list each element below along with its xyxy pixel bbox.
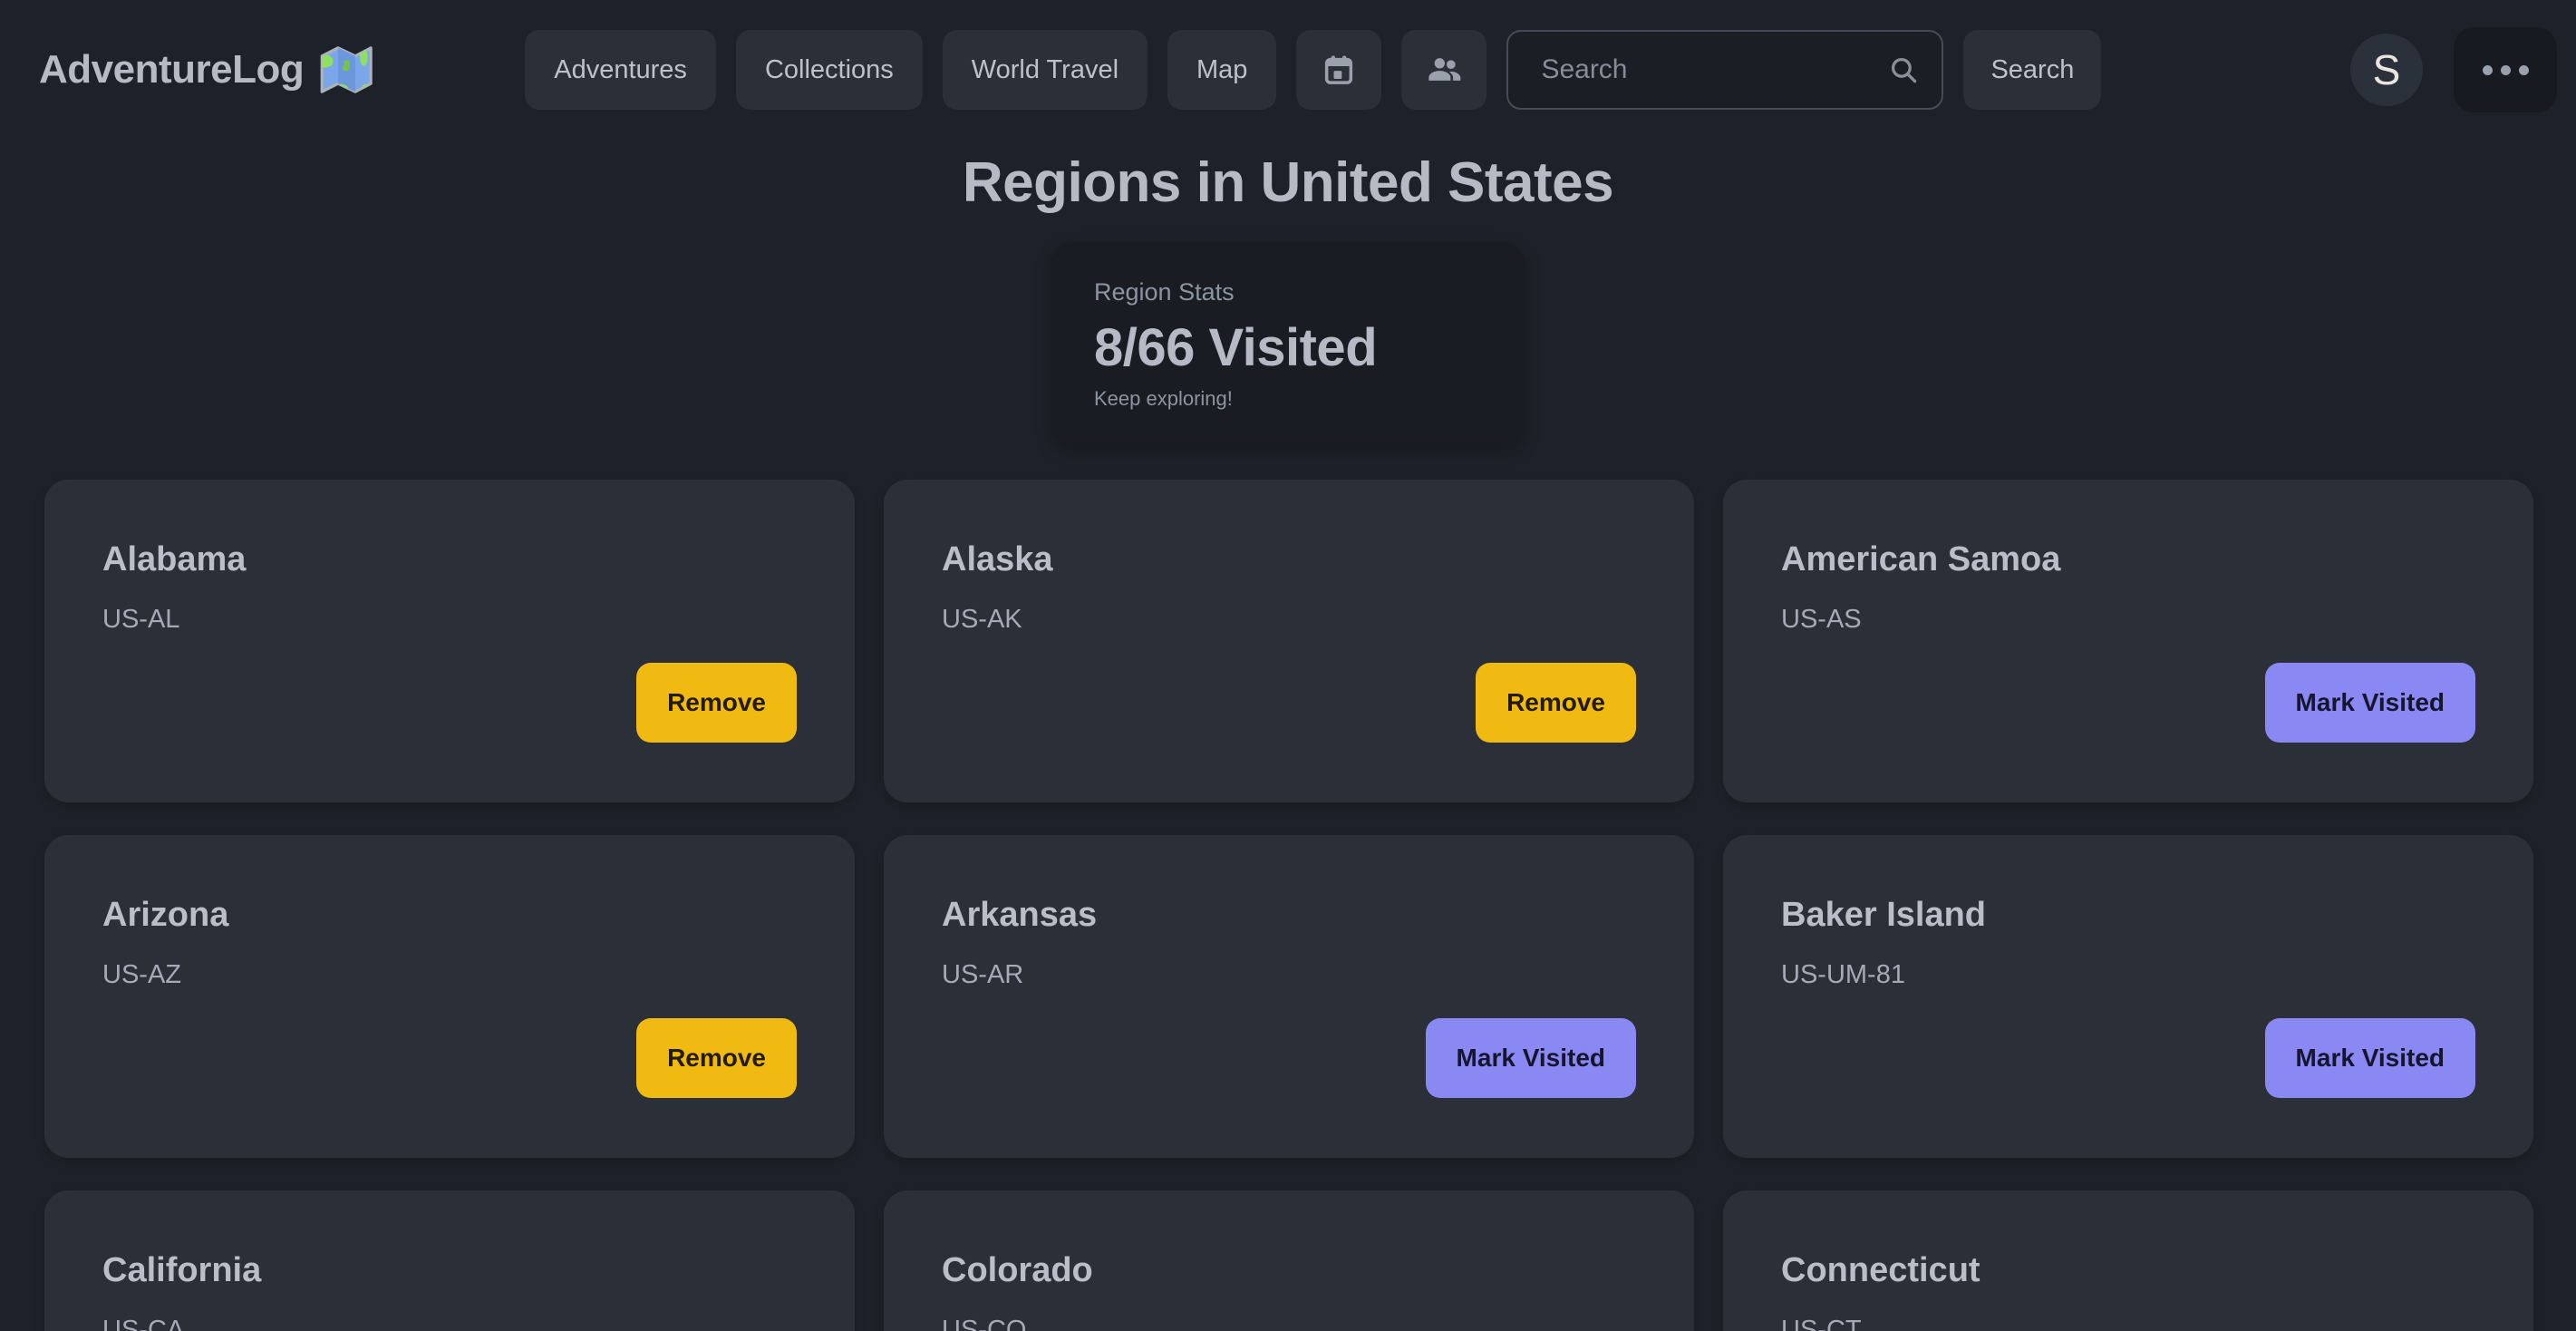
region-code: US-CA [102,1316,185,1331]
region-stats-card: Region Stats 8/66 Visited Keep exploring… [1051,242,1525,447]
region-name: Connecticut [1781,1251,1980,1289]
users-button[interactable] [1401,30,1487,110]
top-nav: AdventureLog Adventures Collections Worl… [0,0,2576,140]
region-code: US-AZ [102,960,181,990]
avatar[interactable]: S [2350,34,2423,106]
region-name: Arkansas [942,896,1098,934]
users-icon [1428,58,1461,81]
search-input[interactable] [1506,30,1944,110]
stats-heading: Region Stats [1094,278,1235,306]
stats-subtext: Keep exploring! [1094,387,1233,410]
region-card: Alaska US-AK Remove [884,480,1694,802]
remove-button[interactable]: Remove [636,1018,797,1098]
regions-grid: Alabama US-AL Remove Alaska US-AK Remove… [44,480,2533,1331]
region-card: Arkansas US-AR Mark Visited [884,835,1694,1158]
brand[interactable]: AdventureLog [39,44,374,96]
region-name: Colorado [942,1251,1093,1289]
calendar-button[interactable] [1296,30,1382,110]
region-code: US-AS [1781,605,1862,635]
search-button[interactable]: Search [1963,30,2102,110]
mark-visited-button[interactable]: Mark Visited [2264,1018,2475,1098]
main-nav: Adventures Collections World Travel Map [525,30,1487,110]
region-code: US-AR [942,960,1024,990]
ellipsis-icon [2482,64,2529,75]
world-map-icon [320,46,373,93]
region-code: US-AK [942,605,1022,635]
region-name: Baker Island [1781,896,1986,934]
avatar-initial: S [2372,46,2401,93]
region-card: Arizona US-AZ Remove [44,835,855,1158]
header-right: S [2350,27,2557,112]
stats-value: 8/66 Visited [1094,318,1378,377]
region-card: Baker Island US-UM-81 Mark Visited [1723,835,2533,1158]
region-card: California US-CA [44,1190,855,1331]
search-field [1506,30,1944,110]
region-code: US-CO [942,1316,1027,1331]
page-title: Regions in United States [962,151,1614,214]
calendar-icon [1325,55,1353,84]
more-options-button[interactable] [2454,27,2557,112]
brand-name: AdventureLog [39,47,305,92]
remove-button[interactable]: Remove [1476,663,1636,743]
nav-button-adventures[interactable]: Adventures [525,30,716,110]
nav-button-collections[interactable]: Collections [735,30,923,110]
region-card: Colorado US-CO [884,1190,1694,1331]
mark-visited-button[interactable]: Mark Visited [2264,663,2475,743]
region-name: Alabama [102,540,247,578]
region-name: Arizona [102,896,229,934]
region-code: US-AL [102,605,180,635]
region-code: US-UM-81 [1781,960,1905,990]
region-code: US-CT [1781,1316,1862,1331]
nav-button-map[interactable]: Map [1167,30,1277,110]
remove-button[interactable]: Remove [636,663,797,743]
region-name: California [102,1251,262,1289]
mark-visited-button[interactable]: Mark Visited [1425,1018,1636,1098]
region-name: American Samoa [1781,540,2061,578]
region-card: Alabama US-AL Remove [44,480,855,802]
nav-button-world-travel[interactable]: World Travel [942,30,1148,110]
region-card: Connecticut US-CT [1723,1190,2533,1331]
region-card: American Samoa US-AS Mark Visited [1723,480,2533,802]
region-name: Alaska [942,540,1053,578]
